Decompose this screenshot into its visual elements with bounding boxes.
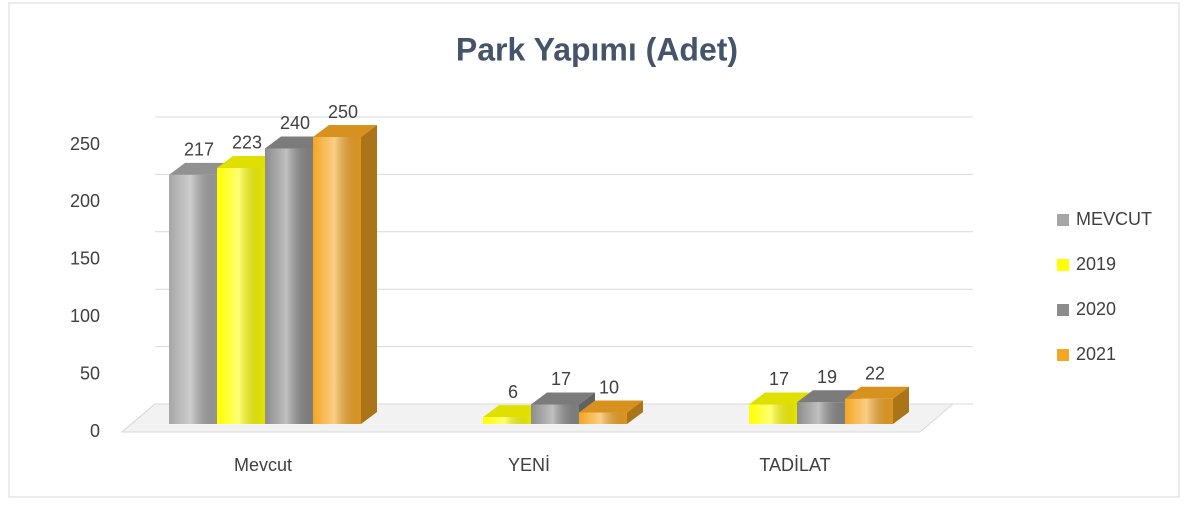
bar-side-shade [361,125,377,424]
bar-side [361,125,377,424]
value-label: 217 [184,140,214,160]
value-label: 22 [865,363,885,383]
bar-side [893,386,909,424]
bar-shine [579,412,627,424]
value-label: 17 [551,369,571,389]
bar-top [845,386,909,399]
x-tick-label: Mevcut [234,455,292,475]
value-label: 10 [599,377,619,397]
bar-top-shade [313,125,377,137]
bar-top [579,400,643,413]
value-label: 240 [280,113,310,133]
bar-shine [845,398,893,424]
y-tick-label: 0 [90,421,100,441]
bar-shine [169,174,217,424]
legend-swatch [1057,259,1069,271]
legend-swatch [1057,349,1069,361]
legend-label: 2020 [1076,299,1116,319]
bar-top [749,392,813,405]
bar-shine [749,404,797,424]
bar-shine [265,148,313,425]
y-tick-label: 200 [70,191,100,211]
bar-shine [797,402,845,424]
value-label: 250 [328,102,358,122]
bar-shine [483,417,531,424]
value-label: 6 [508,382,518,402]
bar-shine [313,137,361,424]
value-label: 17 [769,369,789,389]
legend-swatch [1057,214,1069,226]
legend-label: 2021 [1076,344,1116,364]
bar-side [627,400,643,424]
y-tick-label: 100 [70,306,100,326]
bar-top-shade [845,386,909,399]
bar-shine [531,404,579,424]
legend-swatch [1057,304,1069,316]
bar-side-shade [627,400,643,424]
x-tick-label: YENİ [508,455,550,475]
side-wall [121,403,156,433]
bar-top-shade [749,392,813,405]
y-tick-label: 50 [80,363,100,383]
y-tick-label: 150 [70,249,100,269]
legend-label: 2019 [1076,254,1116,274]
x-tick-label: TADİLAT [759,455,830,475]
bar-top-shade [579,400,643,413]
bar-top [531,392,595,405]
chart-title: Park Yapımı (Adet) [456,31,738,67]
bar-side-shade [893,386,909,424]
legend-label: MEVCUT [1076,209,1152,229]
bar-shine [217,167,265,424]
value-label: 223 [232,133,262,153]
y-tick-label: 250 [70,134,100,154]
bar-top-shade [531,392,595,405]
bar-top [313,125,377,137]
value-label: 19 [817,367,837,387]
